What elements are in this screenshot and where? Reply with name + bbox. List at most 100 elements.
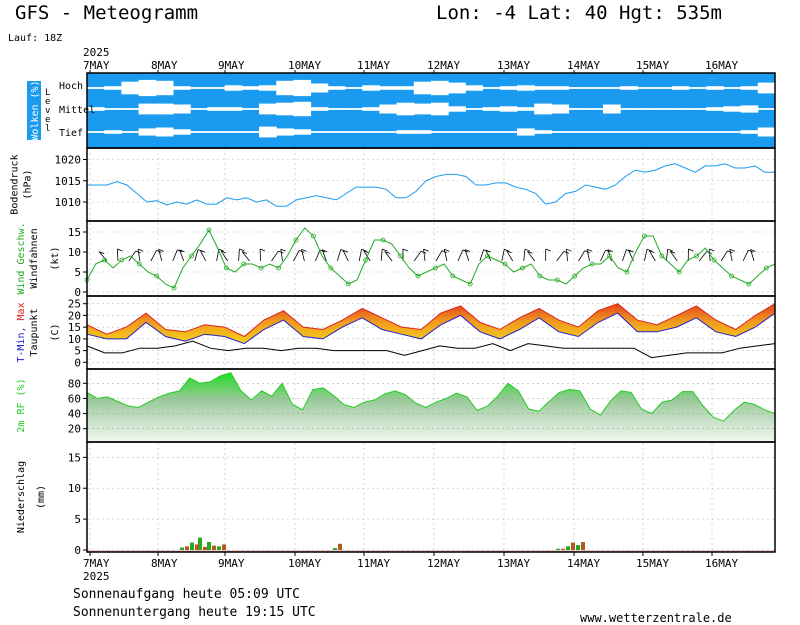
wind-barb-flag <box>667 248 673 252</box>
year-label-bottom: 2025 <box>83 570 110 583</box>
wind-speed-point <box>102 257 107 263</box>
wind-barb <box>501 249 505 262</box>
cloud-cover-mittel <box>585 108 604 110</box>
wind-barb-flag <box>423 248 429 252</box>
wind-speed-point <box>746 281 752 287</box>
x-date-label-top: 12MAY <box>427 59 460 72</box>
y-tick-label: 15 <box>68 226 81 239</box>
wind-speed-point <box>171 285 177 291</box>
cloud-cover-mittel <box>689 108 707 110</box>
cloud-cover-mittel <box>241 108 260 110</box>
wind-speed-point <box>415 273 421 279</box>
y-tick-label: 5 <box>74 266 81 279</box>
cloud-cover-mittel <box>551 104 570 114</box>
cloud-cover-mittel <box>499 106 518 112</box>
wind-barb-flag <box>524 248 531 252</box>
x-date-label-top: 11MAY <box>357 59 390 72</box>
cloud-cover-mittel <box>448 106 466 112</box>
cloud-cover-hoch <box>740 86 759 90</box>
cloud-cover-hoch <box>190 87 208 89</box>
y-tick-label: 0 <box>74 356 81 369</box>
cloud-cover-hoch <box>689 87 707 89</box>
panel-label: (mm) <box>36 485 47 509</box>
wind-barb <box>565 249 568 262</box>
wind-barb <box>116 248 119 262</box>
wind-barb-flag <box>218 248 224 252</box>
wind-speed-point <box>223 265 229 271</box>
wind-barb <box>479 249 484 262</box>
wind-speed-point <box>119 257 125 263</box>
cloud-cover-hoch <box>104 86 122 90</box>
cloud-cover-hoch <box>362 85 380 91</box>
cloud-cover-tief <box>689 131 707 133</box>
wind-barb <box>380 249 383 262</box>
cloud-cover-hoch <box>465 85 484 91</box>
wind-barb <box>622 249 627 262</box>
cloud-cover-hoch <box>87 87 105 89</box>
wind-speed-point <box>345 281 351 287</box>
cloud-cover-tief <box>190 131 208 133</box>
cloud-cover-hoch <box>327 86 346 90</box>
cloud-cover-hoch <box>585 87 604 89</box>
wind-barb-flag <box>607 249 613 252</box>
tmin-line <box>86 312 776 345</box>
y-tick-label: 40 <box>68 408 81 421</box>
cloud-cover-hoch <box>637 87 656 89</box>
wind-barb-flag <box>485 249 491 253</box>
wind-barb <box>750 249 755 262</box>
cloud-cover-mittel <box>517 107 535 111</box>
wind-barb-flag <box>708 248 715 252</box>
x-date-label-top: 10MAY <box>288 59 321 72</box>
wind-barb <box>527 251 536 262</box>
wind-barb-flag <box>382 248 388 252</box>
cloud-cover-tief <box>207 131 226 133</box>
x-date-label-top: 15MAY <box>636 59 669 72</box>
y-tick-label: 0 <box>74 286 81 299</box>
sunrise-text: Sonnenaufgang heute 05:09 UTC <box>73 587 300 602</box>
wind-barb-flag <box>670 250 676 254</box>
wind-barb <box>336 249 342 262</box>
wind-speed-point <box>363 257 369 263</box>
wind-barb <box>413 251 422 262</box>
cloud-cover-tief <box>431 131 449 133</box>
wind-speed-point <box>537 273 543 279</box>
cloud-cover-mittel <box>87 107 105 111</box>
y-tick-label: 80 <box>68 377 81 390</box>
cloud-cover-tief <box>637 131 656 133</box>
cloud-cover-tief <box>723 131 742 133</box>
wind-barb <box>443 249 448 262</box>
wind-barb-flag <box>444 248 450 252</box>
wind-barb <box>271 250 279 262</box>
panel-label: Wolken (%) <box>30 80 41 140</box>
cloud-cover-tief <box>585 131 604 133</box>
wind-speed-point <box>589 261 595 267</box>
precip-bar-largescale <box>222 544 226 550</box>
x-date-label-bottom: 8MAY <box>151 557 178 570</box>
panel-label: 2m RF (%) <box>16 378 27 432</box>
cloud-cover-tief <box>155 127 174 137</box>
cloud-cover-mittel <box>327 108 346 110</box>
year-label-top: 2025 <box>83 46 110 59</box>
cloud-cover-mittel <box>310 107 329 111</box>
cloud-level-label: Mittel <box>59 105 95 116</box>
cloud-cover-tief <box>551 131 570 133</box>
y-tick-label: 10 <box>68 333 81 346</box>
panel-label: Taupunkt <box>29 308 40 356</box>
wind-barb-flag <box>322 249 328 253</box>
cloud-cover-hoch <box>448 82 466 94</box>
dewpoint-line <box>86 340 776 359</box>
wind-barb <box>194 249 199 262</box>
cloud-cover-hoch <box>259 85 277 91</box>
x-date-label-top: 16MAY <box>705 59 738 72</box>
panel-label: Bodendruck <box>10 154 21 214</box>
cloud-cover-hoch <box>534 86 552 90</box>
tmax-line <box>86 303 776 338</box>
wind-speed-point <box>276 265 281 271</box>
wind-barb <box>485 249 492 262</box>
wind-barb <box>643 249 648 262</box>
cloud-cover-mittel <box>534 103 552 115</box>
cloud-label-box <box>27 81 41 140</box>
wind-speed-point <box>328 265 334 271</box>
wind-speed-point <box>241 261 247 267</box>
x-date-label-bottom: 9MAY <box>218 557 245 570</box>
